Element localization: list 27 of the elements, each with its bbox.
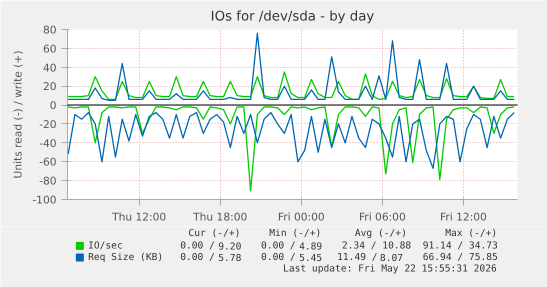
y-tick-label: 80 — [42, 24, 57, 36]
y-tick-label: 40 — [42, 61, 57, 74]
line-series — [68, 112, 515, 169]
text: 0.00 / 5.78 0.00 / 5.45 11.49 / 8.07 66.94 / 75.85 — [180, 252, 498, 264]
legend-label: IO/sec — [88, 240, 123, 252]
y-tick-label: 0 — [50, 99, 57, 112]
line-series — [68, 71, 515, 100]
y-tick-label: -80 — [39, 174, 57, 188]
line-series — [68, 106, 515, 192]
y-axis-title: Units read (-) / write (+) — [11, 50, 24, 178]
y-tick-label: -20 — [39, 118, 57, 131]
y-tick-label: -60 — [39, 156, 57, 169]
y-tick-label: 20 — [42, 80, 57, 94]
text: Last update: Fri May 22 15:55:31 2026 — [283, 264, 497, 275]
line-series — [68, 32, 515, 101]
y-tick-label: -40 — [39, 136, 57, 150]
x-tick-label: Thu 12:00 — [111, 210, 166, 224]
x-tick-label: Thu 18:00 — [192, 210, 248, 224]
legend-label: Req Size (KB) — [88, 252, 164, 264]
chart-title: IOs for /dev/sda - by day — [210, 10, 374, 24]
text: Cur (-/+) Min (-/+) Avg (-/+) Max (-/+) — [188, 228, 498, 239]
x-tick-label: Fri 00:00 — [278, 210, 325, 224]
x-tick-label: Fri 12:00 — [440, 210, 488, 224]
y-tick-label: -100 — [32, 194, 57, 206]
y-tick-label: 60 — [42, 42, 57, 56]
text: 0.00 / 9.20 0.00 / 4.89 2.34 / 10.88 91.14 / 34.73 — [180, 240, 498, 252]
x-tick-label: Fri 06:00 — [358, 210, 406, 224]
